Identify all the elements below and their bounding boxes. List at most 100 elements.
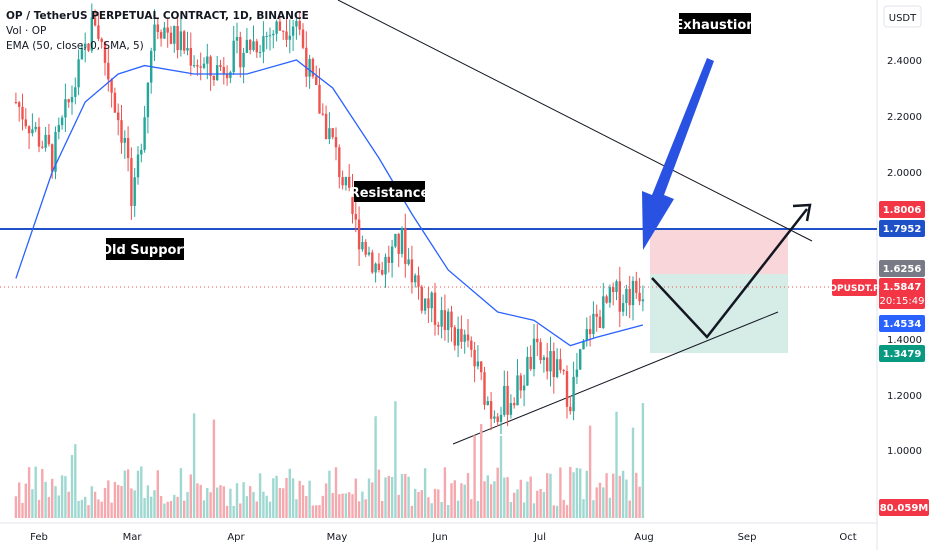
volume-bar <box>641 403 645 518</box>
time-tick: May <box>327 532 348 543</box>
candle-body <box>60 117 64 126</box>
candle-body <box>433 292 437 325</box>
exhaustion-label: Exhaustion <box>674 13 756 34</box>
candle-body <box>258 51 262 53</box>
line-price-badge <box>879 220 925 237</box>
volume-bar <box>417 491 420 518</box>
volume-bar <box>47 497 51 518</box>
candle-body <box>463 334 466 342</box>
volume-bar <box>153 490 156 518</box>
candle-body <box>159 32 163 39</box>
candle-body <box>506 385 509 415</box>
volume-bar <box>460 483 463 518</box>
currency-button[interactable] <box>883 5 922 28</box>
candle-body <box>153 24 156 51</box>
volume-bar <box>351 494 354 518</box>
candle-body <box>239 37 242 68</box>
volume-bar <box>529 476 532 518</box>
candle-body <box>166 27 169 33</box>
candle-body <box>315 76 318 85</box>
candle-body <box>100 38 103 42</box>
candle-body <box>189 47 192 66</box>
price-axis[interactable]: USDT 2.4000 2.2000 2.0000 1.4000 1.2000 … <box>879 5 929 516</box>
projection-path[interactable] <box>651 203 812 339</box>
resistance-label-text: Resistance <box>350 186 430 201</box>
candle-body <box>143 117 146 150</box>
candle-body <box>219 65 222 67</box>
candle-body <box>582 340 585 350</box>
candle-body <box>183 31 186 51</box>
candle-body <box>133 177 136 206</box>
candle-body <box>117 112 120 121</box>
volume-bar <box>615 411 618 518</box>
volume-bar <box>278 487 282 518</box>
entry-price-text: 1.6256 <box>883 264 922 275</box>
candle-body <box>262 36 265 52</box>
candle-body <box>229 72 232 79</box>
time-axis[interactable]: Feb Mar Apr May Jun Jul Aug Sep Oct <box>30 532 857 543</box>
volume-legend[interactable]: Vol · OP <box>6 25 47 37</box>
symbol-legend[interactable]: OP / TetherUS PERPETUAL CONTRACT, 1D, BI… <box>6 10 309 22</box>
candle-body <box>588 329 592 335</box>
candle-body <box>615 281 618 292</box>
volume-bar <box>120 486 123 518</box>
candle-body <box>288 35 291 40</box>
candle-body <box>242 52 245 68</box>
volume-bar <box>427 497 430 518</box>
volume-bar <box>400 474 404 518</box>
candle-body <box>374 263 377 273</box>
volume-bar <box>229 488 232 518</box>
ema-legend[interactable]: EMA (50, close, 0, SMA, 5) <box>6 40 144 52</box>
volume-bar <box>357 501 361 518</box>
projection-polyline[interactable] <box>651 208 808 339</box>
volume-bar <box>67 491 70 518</box>
volume-bar <box>381 501 384 518</box>
candle-body <box>440 310 443 327</box>
candle-body <box>618 281 621 312</box>
candle-body <box>489 401 493 419</box>
volume-bar <box>321 495 324 518</box>
candle-body <box>450 311 453 328</box>
candle-body <box>110 79 113 93</box>
candle-body <box>407 259 410 265</box>
candle-body <box>103 41 107 63</box>
volume-bar <box>54 486 57 518</box>
volume-bar <box>509 501 513 518</box>
candle-body <box>51 144 54 172</box>
volume-bar <box>156 470 159 518</box>
descending-trendline[interactable] <box>337 0 813 242</box>
long-position-tool[interactable] <box>650 228 788 353</box>
volume-bar <box>100 501 103 518</box>
symbol-tag-bg[interactable] <box>832 279 877 296</box>
candle-body <box>549 351 552 372</box>
old-support-label: Old Support <box>101 238 189 260</box>
volume-bar <box>592 500 595 518</box>
candle-body <box>480 361 483 373</box>
volume-bar <box>361 491 364 518</box>
candle-body <box>245 39 249 53</box>
projection-arrowhead <box>792 203 812 222</box>
volume-bar <box>305 496 308 518</box>
time-tick: Sep <box>738 532 757 543</box>
stop-zone[interactable] <box>650 274 788 353</box>
chart-legend[interactable]: OP / TetherUS PERPETUAL CONTRACT, 1D, BI… <box>6 9 309 54</box>
volume-bar <box>539 488 542 518</box>
volume-bar <box>298 480 301 518</box>
time-tick: Jun <box>431 532 448 543</box>
candle-body <box>466 334 470 341</box>
volume-bar <box>212 419 216 518</box>
symbol-tag[interactable]: OPUSDT.P <box>829 279 880 296</box>
candle-body <box>575 369 579 377</box>
candle-body <box>24 119 27 127</box>
candle-body <box>476 361 480 367</box>
candle-body <box>77 59 80 88</box>
candle-body <box>427 298 430 309</box>
volume-bar <box>176 496 179 518</box>
volume-bar <box>192 413 196 518</box>
target-zone[interactable] <box>650 228 788 274</box>
candle-countdown: 20:15:49 <box>880 296 925 307</box>
candle-body <box>80 47 84 60</box>
candle-body <box>34 126 37 130</box>
